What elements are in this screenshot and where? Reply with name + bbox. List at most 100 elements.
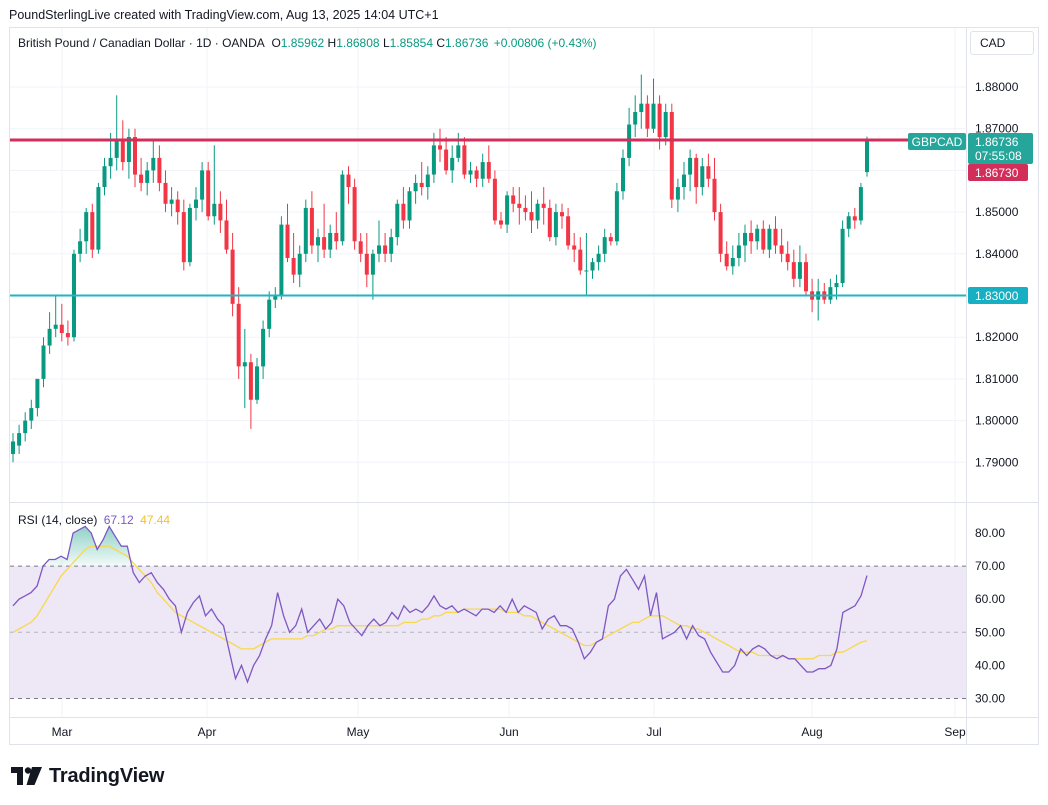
candle <box>736 232 741 267</box>
candle-body <box>133 137 137 175</box>
rsi-ma-line <box>12 545 868 660</box>
time-axis[interactable]: Mar Apr May Jun Jul Aug Sep <box>52 725 966 739</box>
candle <box>767 224 772 258</box>
candle-body <box>761 228 766 250</box>
candle-body <box>560 212 564 217</box>
candle <box>633 95 638 138</box>
price-tick-label: 1.87000 <box>975 122 1019 136</box>
symbol-title[interactable]: British Pound / Canadian Dollar · 1D · O… <box>18 36 265 50</box>
open-value: 1.85962 <box>280 36 325 50</box>
rsi-tick-label: 50.00 <box>975 625 1005 639</box>
candle-body <box>602 237 607 254</box>
candle-body <box>511 195 516 204</box>
candle-body <box>389 237 394 254</box>
candle <box>17 424 22 454</box>
candle-body <box>139 174 144 183</box>
candle <box>279 216 284 300</box>
candle <box>602 228 607 263</box>
candle-body <box>468 170 473 175</box>
candle-body <box>29 408 34 421</box>
candle <box>377 220 381 263</box>
candle <box>29 399 34 429</box>
candle <box>59 303 64 342</box>
candle-body <box>523 207 528 213</box>
candle <box>785 241 790 271</box>
candle <box>157 145 162 192</box>
candle <box>364 232 369 288</box>
candle <box>78 228 83 263</box>
tradingview-logo[interactable]: TradingView <box>11 764 164 788</box>
candle-body <box>291 257 296 275</box>
candle-body <box>712 178 717 213</box>
candle-body <box>474 170 479 179</box>
time-tick-label: Aug <box>801 725 822 739</box>
price-tick-label: 1.82000 <box>975 330 1019 344</box>
candle <box>133 128 137 188</box>
candle-body <box>444 149 449 171</box>
candle <box>53 295 58 338</box>
symbol-tag-bg <box>908 133 966 150</box>
candle <box>145 162 150 196</box>
candle <box>511 187 516 213</box>
candle-body <box>23 420 28 434</box>
candle-body <box>303 207 308 254</box>
candle <box>712 157 717 221</box>
candle <box>651 78 656 133</box>
candle-body <box>596 253 601 263</box>
candle-body <box>840 228 845 283</box>
rsi-axis[interactable]: 80.00 70.00 60.00 50.00 40.00 30.00 <box>975 526 1005 706</box>
time-tick-label: Jul <box>646 725 661 739</box>
open-label: O <box>271 36 281 50</box>
candle-body <box>236 303 241 367</box>
candle-body <box>279 224 284 296</box>
candle-body <box>334 232 339 242</box>
candle <box>492 170 497 225</box>
candle <box>804 253 808 296</box>
candle <box>852 207 857 229</box>
candle <box>212 145 217 225</box>
candle <box>218 191 223 233</box>
candle <box>163 170 168 213</box>
price-tag-value: 1.86736 <box>975 135 1019 149</box>
candle <box>682 162 686 200</box>
candle-body <box>718 212 723 254</box>
candle-body <box>505 195 510 225</box>
candle-body <box>352 187 357 242</box>
candle-body <box>218 203 223 221</box>
candle <box>401 187 406 229</box>
candle <box>743 224 747 263</box>
candle <box>120 120 125 171</box>
candle-body <box>206 170 211 217</box>
candle <box>340 170 345 246</box>
candle <box>206 162 211 221</box>
candle-body <box>401 203 406 221</box>
candle-body <box>590 262 595 271</box>
candle <box>450 145 455 183</box>
candle-body <box>47 328 52 346</box>
candle-body <box>621 157 625 192</box>
candle <box>822 282 827 304</box>
candle <box>407 187 412 229</box>
candle <box>224 199 229 254</box>
high-label: H <box>327 36 337 50</box>
candle-body <box>53 324 58 329</box>
low-label: L <box>382 36 390 50</box>
candle-body <box>517 203 522 208</box>
candle <box>486 145 491 183</box>
candle-body <box>17 433 22 446</box>
currency-button[interactable]: CAD <box>970 31 1034 55</box>
candle <box>730 245 735 275</box>
candle-body <box>157 157 162 183</box>
candle <box>627 107 632 167</box>
candle-body <box>657 103 662 138</box>
candle <box>90 203 95 258</box>
rsi-title[interactable]: RSI (14, close) <box>18 513 98 527</box>
candle-body <box>828 287 833 300</box>
candle <box>456 132 461 163</box>
price-tick-label: 1.88000 <box>975 80 1019 94</box>
candle-body <box>11 441 15 454</box>
candle-body <box>645 103 650 129</box>
candle-body <box>553 212 558 238</box>
candle <box>706 153 711 188</box>
